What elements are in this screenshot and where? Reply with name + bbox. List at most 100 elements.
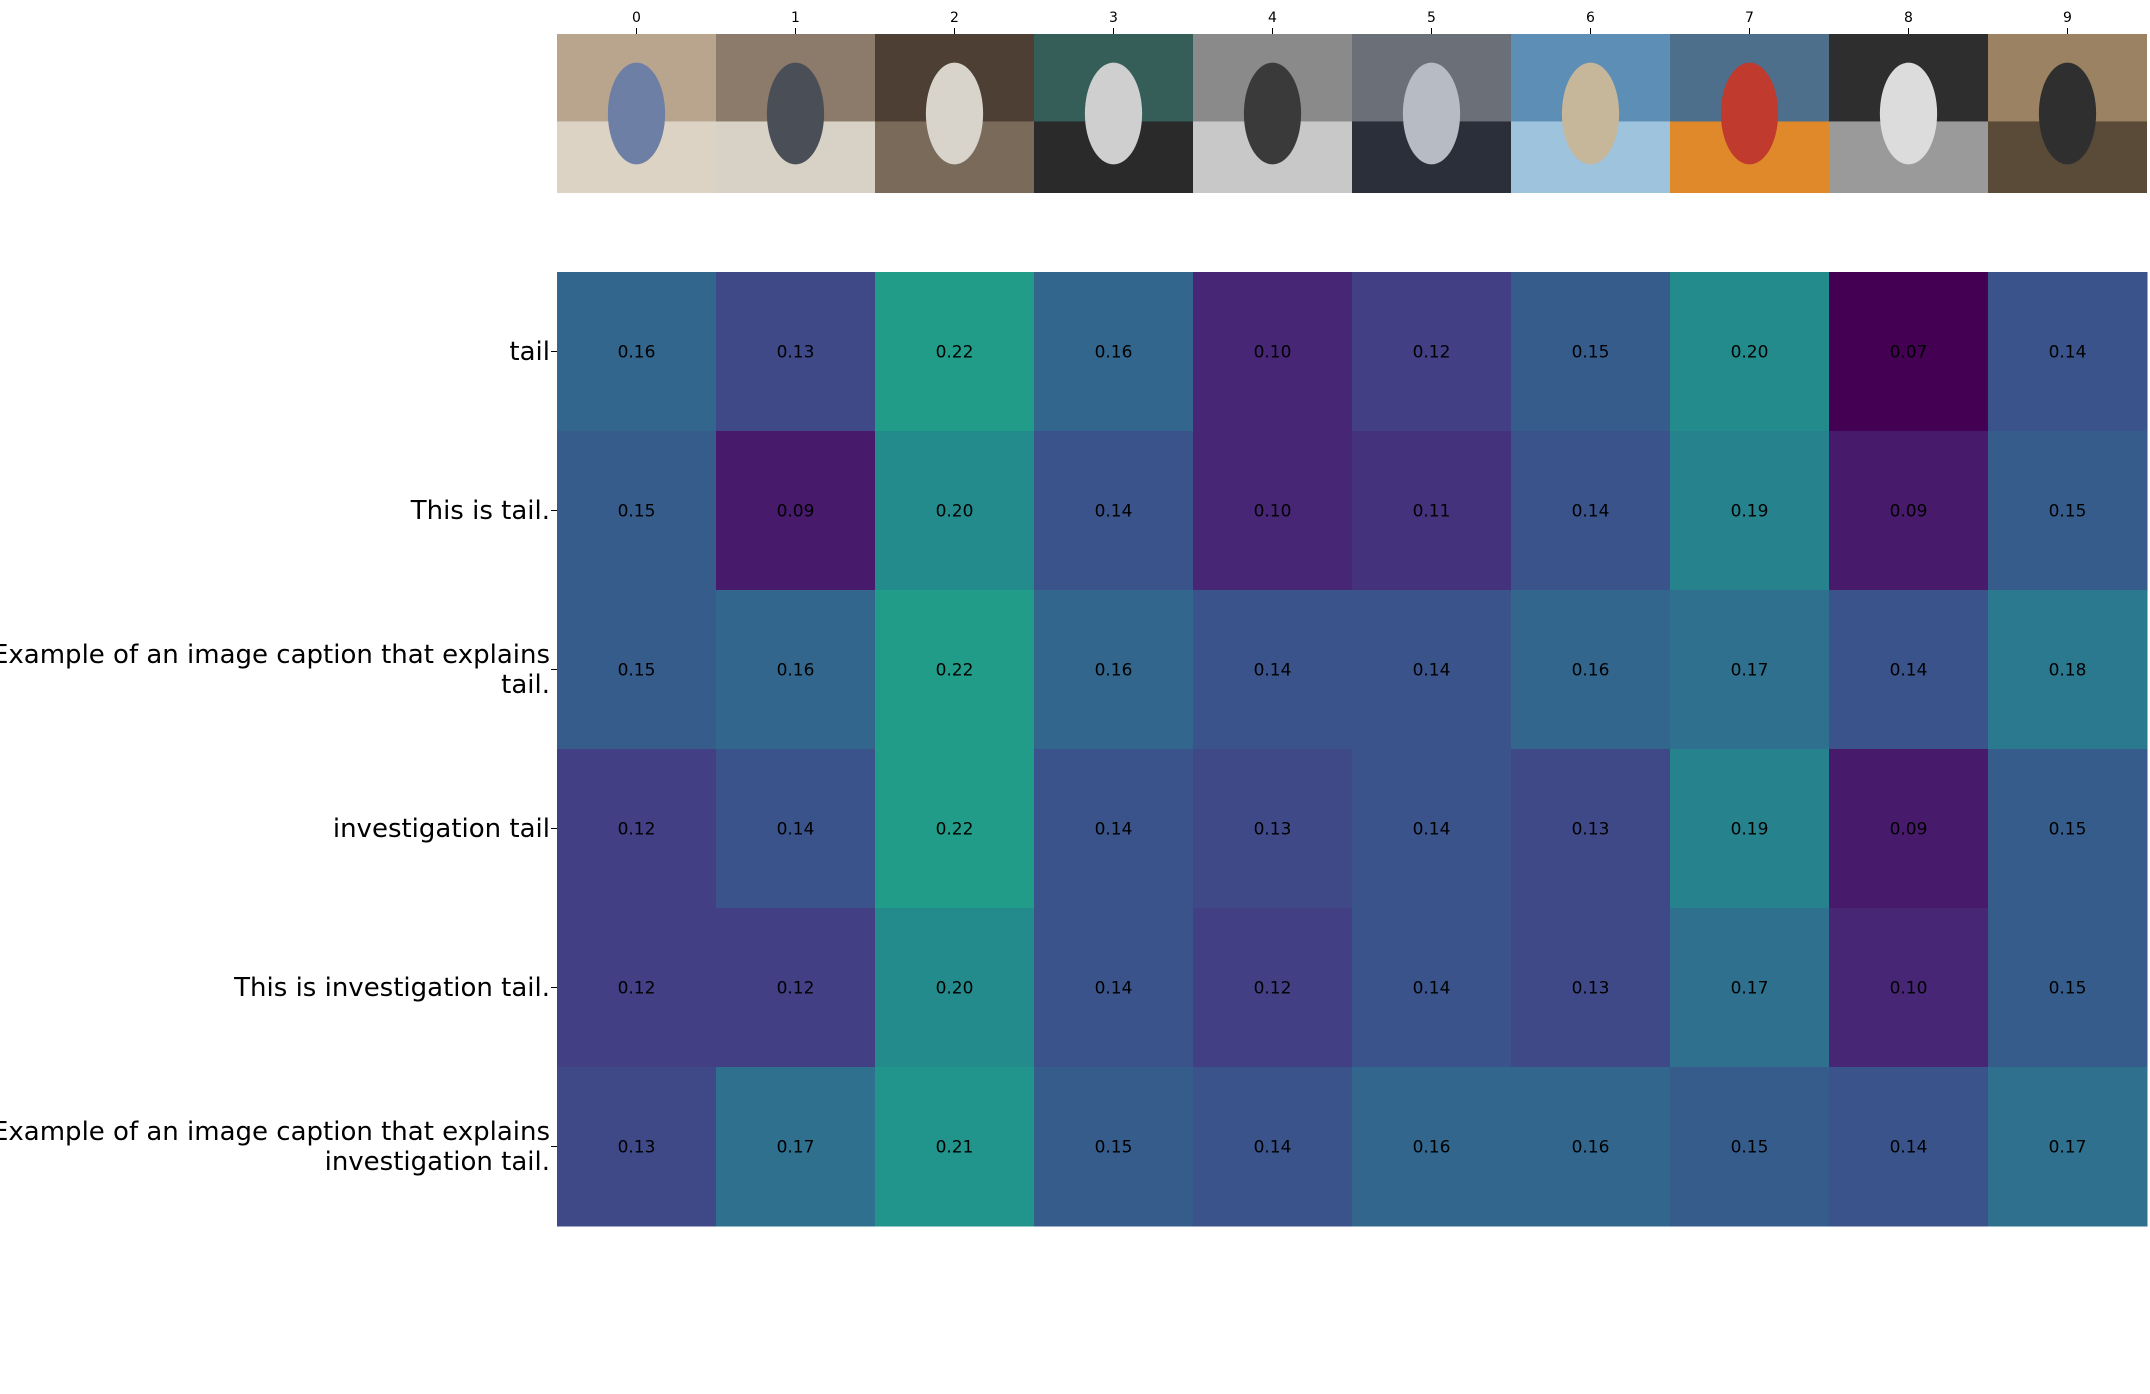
- heatmap-cell: [1988, 749, 2148, 909]
- cell-value-label: 0.14: [1095, 979, 1133, 999]
- cell-value-label: 0.13: [1572, 979, 1610, 999]
- heatmap-cell: [1988, 1067, 2148, 1227]
- heatmap-cell: [1352, 590, 1512, 750]
- cell-value-label: 0.14: [1413, 979, 1451, 999]
- heatmap-cell: [716, 908, 876, 1068]
- heatmap-cell: [1829, 749, 1989, 909]
- heatmap-cell: [1352, 272, 1512, 432]
- cell-value-label: 0.10: [1890, 979, 1928, 999]
- cell-value-label: 0.19: [1731, 820, 1769, 840]
- heatmap-cell: [1352, 1067, 1512, 1227]
- heatmap-cell: [716, 749, 876, 909]
- heatmap-cell: [716, 272, 876, 432]
- heatmap-cell: [1670, 749, 1830, 909]
- heatmap-cell: [716, 431, 876, 591]
- heatmap-cell: [875, 908, 1035, 1068]
- cell-value-label: 0.13: [1254, 820, 1292, 840]
- heatmap-cell: [1988, 431, 2148, 591]
- column-tick-label: 7: [1745, 10, 1754, 26]
- thumbnail-black-white-street-crowd: [1193, 34, 1352, 193]
- cell-value-label: 0.17: [2049, 1138, 2087, 1158]
- heatmap-cell: [1670, 908, 1830, 1068]
- heatmap-cell: [557, 1067, 717, 1227]
- thumbnail-baseball-pitcher: [1034, 34, 1193, 193]
- cell-value-label: 0.15: [2049, 979, 2087, 999]
- column-tick-label: 0: [632, 10, 641, 26]
- cell-value-label: 0.12: [618, 979, 656, 999]
- heatmap-cell: [1988, 272, 2148, 432]
- heatmap-cell: [875, 1067, 1035, 1227]
- row-label: This is tail.: [410, 495, 550, 526]
- cell-value-label: 0.09: [1890, 502, 1928, 522]
- heatmap-cell: [1193, 272, 1353, 432]
- cell-value-label: 0.12: [618, 820, 656, 840]
- heatmap-cell: [1034, 272, 1194, 432]
- cell-value-label: 0.16: [1413, 1138, 1451, 1158]
- thumbnail-people-by-convertible-car: [557, 34, 716, 193]
- cell-value-label: 0.13: [618, 1138, 656, 1158]
- cell-value-label: 0.15: [1731, 1138, 1769, 1158]
- column-thumbnails: [557, 34, 2147, 193]
- cell-value-label: 0.21: [936, 1138, 974, 1158]
- cell-value-label: 0.20: [1731, 343, 1769, 363]
- cell-value-label: 0.14: [1413, 820, 1451, 840]
- heatmap-cell: [1829, 908, 1989, 1068]
- heatmap-cell: [557, 749, 717, 909]
- cell-value-label: 0.14: [1095, 502, 1133, 522]
- heatmap-cell: [1034, 431, 1194, 591]
- heatmap-cells: 0.16 0.13 0.22 0.16 0.10 0.12 0.15 0.20 0.07 0.14…: [557, 272, 2148, 1227]
- heatmap-cell: [1511, 749, 1671, 909]
- cell-value-label: 0.17: [1731, 979, 1769, 999]
- cell-value-label: 0.22: [936, 661, 974, 681]
- column-ticks: 0 1 2 3 4 5 6 7 8 9: [632, 10, 2072, 34]
- cell-value-label: 0.14: [1095, 820, 1133, 840]
- cell-value-label: 0.15: [618, 661, 656, 681]
- cell-value-label: 0.09: [1890, 820, 1928, 840]
- heatmap-cell: [875, 590, 1035, 750]
- row-label: tail: [509, 336, 550, 367]
- heatmap-cell: [1034, 590, 1194, 750]
- cell-value-label: 0.12: [1254, 979, 1292, 999]
- row-label: Example of an image caption that explain…: [0, 1116, 550, 1177]
- cell-value-label: 0.14: [2049, 343, 2087, 363]
- column-tick-label: 9: [2063, 10, 2072, 26]
- heatmap-cell: [1352, 431, 1512, 591]
- cell-value-label: 0.07: [1890, 343, 1928, 363]
- heatmap-cell: [1511, 1067, 1671, 1227]
- heatmap-cell: [1352, 749, 1512, 909]
- cell-value-label: 0.11: [1413, 502, 1451, 522]
- heatmap-cell: [1511, 431, 1671, 591]
- heatmap-cell: [1829, 590, 1989, 750]
- cell-value-label: 0.16: [777, 661, 815, 681]
- cell-value-label: 0.14: [777, 820, 815, 840]
- heatmap-cell: [875, 272, 1035, 432]
- column-tick-label: 2: [950, 10, 959, 26]
- cell-value-label: 0.15: [1572, 343, 1610, 363]
- heatmap-cell: [1034, 908, 1194, 1068]
- thumbnail-white-animal-on-dirt: [875, 34, 1034, 193]
- heatmap-cell: [1034, 749, 1194, 909]
- cell-value-label: 0.14: [1890, 1138, 1928, 1158]
- heatmap-cell: [1670, 1067, 1830, 1227]
- cell-value-label: 0.17: [1731, 661, 1769, 681]
- thumbnail-man-aiming-rifle: [1988, 34, 2147, 193]
- heatmap-cell: [716, 590, 876, 750]
- column-tick-label: 8: [1904, 10, 1913, 26]
- cell-value-label: 0.12: [777, 979, 815, 999]
- heatmap-cell: [1034, 1067, 1194, 1227]
- heatmap-cell: [1670, 272, 1830, 432]
- heatmap-cell: [875, 749, 1035, 909]
- heatmap-cell: [1193, 431, 1353, 591]
- heatmap-cell: [1988, 590, 2148, 750]
- cell-value-label: 0.12: [1413, 343, 1451, 363]
- cell-value-label: 0.16: [1095, 343, 1133, 363]
- cell-value-label: 0.10: [1254, 502, 1292, 522]
- heatmap-cell: [557, 590, 717, 750]
- cell-value-label: 0.19: [1731, 502, 1769, 522]
- heatmap-cell: [557, 272, 717, 432]
- heatmap-cell: [1511, 590, 1671, 750]
- thumbnail-people-at-table-meeting: [716, 34, 875, 193]
- row-label: investigation tail: [332, 813, 550, 844]
- cell-value-label: 0.13: [1572, 820, 1610, 840]
